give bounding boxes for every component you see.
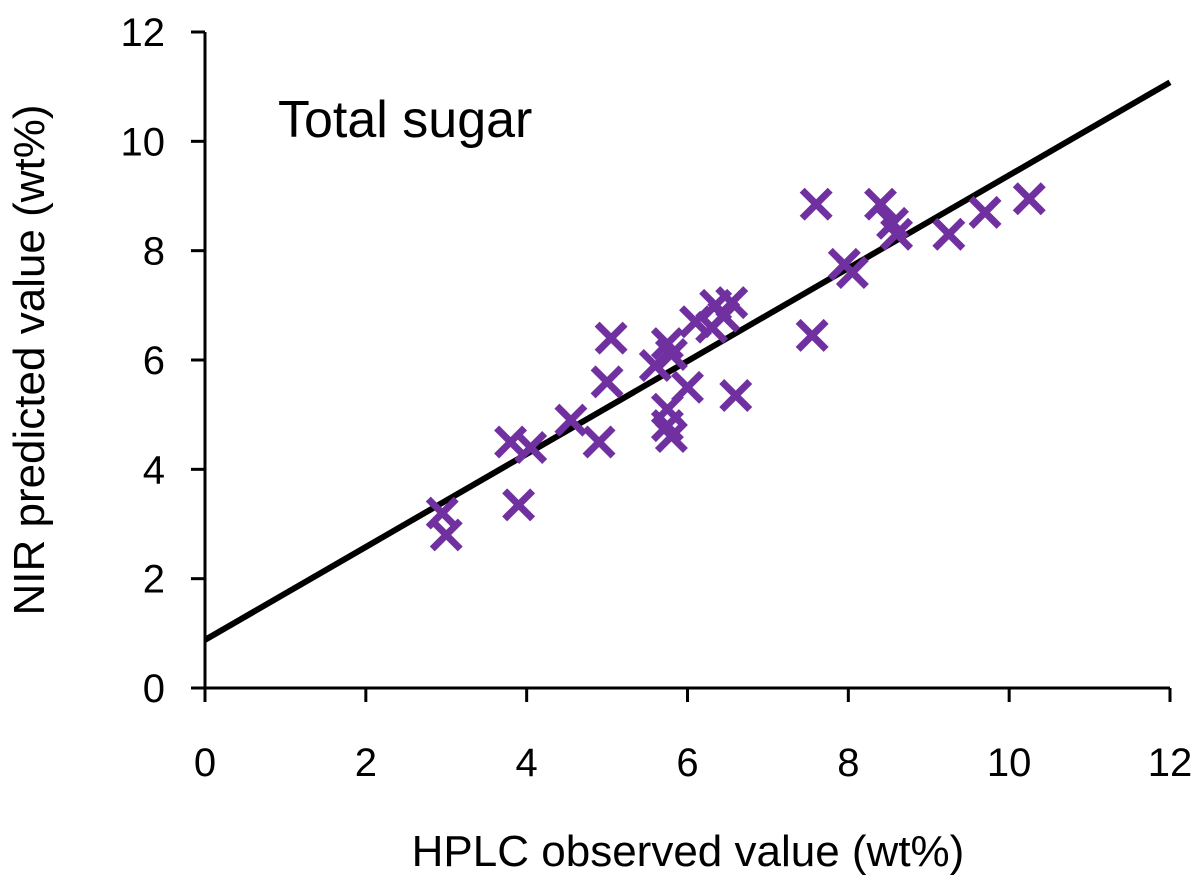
data-points [425, 182, 1046, 552]
x-tick-label: 12 [1148, 741, 1193, 785]
data-point [554, 403, 588, 437]
x-tick-label: 0 [194, 741, 216, 785]
y-axis-label: NIR predicted value (wt%) [5, 104, 54, 615]
y-tick-label: 12 [121, 11, 166, 55]
data-point [502, 488, 536, 522]
x-tick-label: 2 [355, 741, 377, 785]
data-point [671, 370, 704, 404]
y-tick-label: 8 [143, 230, 165, 274]
x-tick-label: 10 [987, 741, 1032, 785]
data-point [654, 420, 688, 454]
x-tick-label: 6 [676, 741, 698, 785]
data-point [795, 318, 829, 352]
regression-line [203, 79, 1172, 643]
data-point [799, 187, 833, 221]
x-axis-label: HPLC observed value (wt%) [412, 827, 965, 876]
data-point [429, 518, 463, 552]
data-point [715, 286, 749, 320]
data-point [864, 187, 897, 221]
x-tick-label: 8 [837, 741, 859, 785]
data-point [968, 195, 1002, 229]
y-tick-label: 10 [121, 120, 166, 164]
data-point [835, 256, 869, 290]
data-point [932, 217, 966, 251]
fit-line-group [203, 79, 1172, 643]
data-point [590, 365, 624, 399]
data-point [719, 379, 753, 413]
axes: 0 2 4 6 8 10 12 0 2 4 6 8 10 12 [121, 11, 1193, 785]
data-point [654, 338, 688, 372]
data-point [582, 425, 616, 459]
data-point [638, 348, 672, 382]
y-tick-label: 4 [143, 448, 165, 492]
data-point [1012, 182, 1046, 216]
x-tick-label: 4 [516, 741, 538, 785]
y-tick-label: 6 [143, 339, 165, 383]
data-point [880, 217, 914, 251]
y-tick-label: 0 [143, 667, 165, 711]
data-point [594, 321, 628, 355]
y-tick-label: 2 [143, 558, 165, 602]
chart-title: Total sugar [278, 91, 532, 149]
data-point [514, 430, 548, 464]
